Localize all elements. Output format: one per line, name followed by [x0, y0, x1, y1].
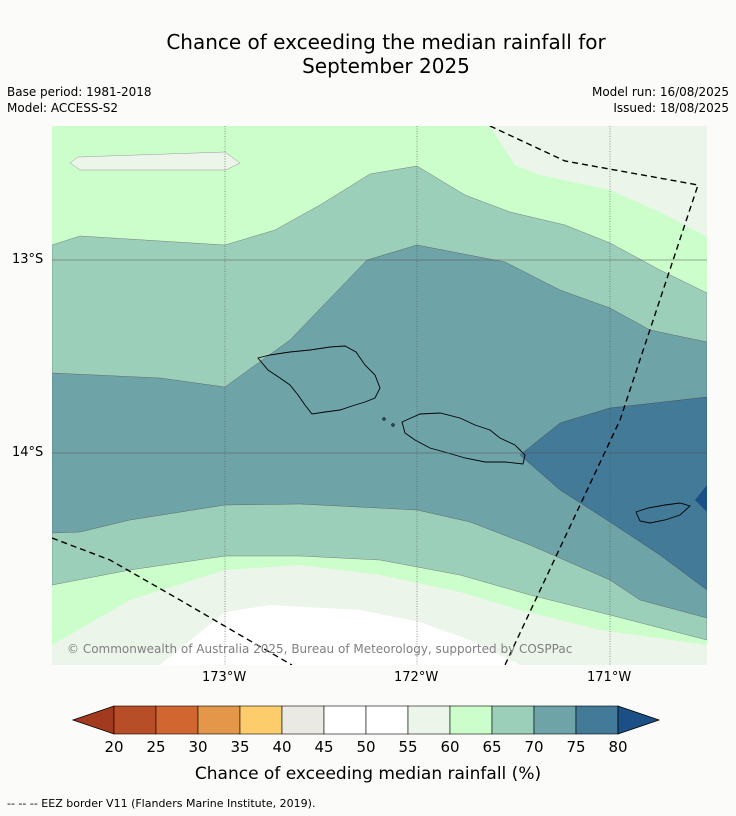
colorbar-tick-label: 60 [440, 738, 460, 756]
title-line-1: Chance of exceeding the median rainfall … [166, 30, 606, 54]
map-title: Chance of exceeding the median rainfall … [0, 30, 736, 78]
colorbar-segment [113, 705, 157, 735]
islet [382, 417, 386, 421]
colorbar-tick-label: 45 [314, 738, 334, 756]
lon-label-171w: 171°W [587, 670, 632, 685]
issued-date: Issued: 18/08/2025 [613, 101, 729, 115]
tutuila-island [635, 502, 691, 524]
colorbar-tick-label: 70 [524, 738, 544, 756]
colorbar-segment [449, 705, 493, 735]
lon-label-173w: 173°W [202, 670, 247, 685]
colorbar-tick-label: 35 [230, 738, 250, 756]
meta-left: Base period: 1981-2018 Model: ACCESS-S2 [7, 84, 152, 116]
colorbar-segment [575, 705, 619, 735]
band-max [695, 485, 707, 512]
colorbar-tick-label: 30 [188, 738, 208, 756]
savaii-island [257, 345, 381, 415]
lon-label-172w: 172°W [394, 670, 439, 685]
lat-label-13s: 13°S [12, 252, 44, 267]
colorbar-extend-high [617, 705, 661, 735]
colorbar-tick-label: 50 [356, 738, 376, 756]
band-75-80 [52, 244, 707, 619]
copyright-notice: © Commonwealth of Australia 2025, Bureau… [67, 642, 573, 656]
colorbar-segment [155, 705, 199, 735]
eez-legend-note: -- -- -- EEZ border V11 (Flanders Marine… [7, 797, 316, 810]
model-name: Model: ACCESS-S2 [7, 101, 119, 115]
colorbar-segment [281, 705, 325, 735]
colorbar-segment [197, 705, 241, 735]
eez-border-east [489, 126, 699, 665]
colorbar-tick-label: 55 [398, 738, 418, 756]
colorbar-segment [407, 705, 451, 735]
eez-border-west [52, 537, 293, 665]
colorbar-label: Chance of exceeding median rainfall (%) [194, 764, 542, 784]
colorbar-tick-label: 75 [566, 738, 586, 756]
band-60-65-patch [69, 151, 241, 171]
title-line-2: September 2025 [302, 54, 470, 78]
rainfall-map [52, 126, 707, 665]
band-60-65-north [490, 126, 707, 237]
colorbar-tick-label: 25 [146, 738, 166, 756]
islet [391, 423, 395, 427]
colorbar-segment [239, 705, 283, 735]
colorbar-segment [491, 705, 535, 735]
colorbar-segment [533, 705, 577, 735]
meta-right: Model run: 16/08/2025 Issued: 18/08/2025 [592, 84, 729, 116]
band-80-plus [519, 396, 707, 591]
band-55-60-south [160, 605, 520, 665]
colorbar-tick-label: 65 [482, 738, 502, 756]
model-run: Model run: 16/08/2025 [591, 85, 729, 99]
colorbar-tick-label: 80 [608, 738, 628, 756]
upolu-island [401, 412, 526, 465]
colorbar-extend-low [71, 705, 115, 735]
colorbar-tick-label: 40 [272, 738, 292, 756]
colorbar-segment [323, 705, 367, 735]
colorbar-tick-label: 20 [104, 738, 124, 756]
base-period: Base period: 1981-2018 [7, 85, 152, 99]
colorbar-segment [365, 705, 409, 735]
colorbar [71, 705, 661, 735]
lat-label-14s: 14°S [12, 445, 44, 460]
